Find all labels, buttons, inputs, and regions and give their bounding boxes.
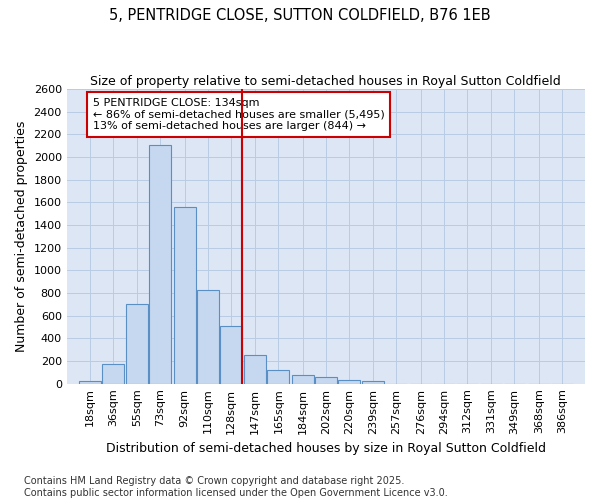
Text: 5, PENTRIDGE CLOSE, SUTTON COLDFIELD, B76 1EB: 5, PENTRIDGE CLOSE, SUTTON COLDFIELD, B7… bbox=[109, 8, 491, 22]
Bar bbox=[292, 374, 314, 384]
Bar bbox=[174, 207, 196, 384]
Bar bbox=[338, 380, 360, 384]
Bar bbox=[149, 144, 171, 384]
Text: Contains HM Land Registry data © Crown copyright and database right 2025.
Contai: Contains HM Land Registry data © Crown c… bbox=[24, 476, 448, 498]
Title: Size of property relative to semi-detached houses in Royal Sutton Coldfield: Size of property relative to semi-detach… bbox=[91, 75, 561, 88]
Y-axis label: Number of semi-detached properties: Number of semi-detached properties bbox=[15, 120, 28, 352]
Text: 5 PENTRIDGE CLOSE: 134sqm
← 86% of semi-detached houses are smaller (5,495)
13% : 5 PENTRIDGE CLOSE: 134sqm ← 86% of semi-… bbox=[92, 98, 385, 131]
Bar bbox=[127, 304, 148, 384]
X-axis label: Distribution of semi-detached houses by size in Royal Sutton Coldfield: Distribution of semi-detached houses by … bbox=[106, 442, 546, 455]
Bar bbox=[197, 290, 219, 384]
Bar bbox=[268, 370, 289, 384]
Bar bbox=[315, 377, 337, 384]
Bar bbox=[102, 364, 124, 384]
Bar bbox=[220, 326, 242, 384]
Bar bbox=[79, 382, 101, 384]
Bar bbox=[362, 382, 384, 384]
Bar bbox=[244, 355, 266, 384]
